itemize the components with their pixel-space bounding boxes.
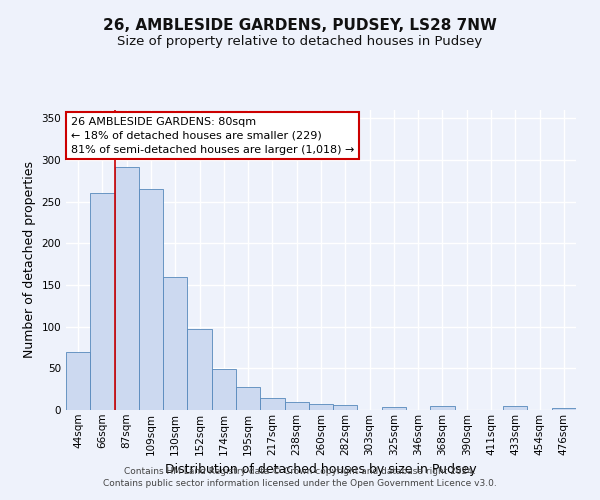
- Bar: [66, 352, 90, 410]
- Bar: [187, 329, 212, 410]
- Bar: [90, 194, 115, 410]
- Bar: [139, 189, 163, 410]
- Text: Size of property relative to detached houses in Pudsey: Size of property relative to detached ho…: [118, 35, 482, 48]
- Bar: [430, 406, 455, 410]
- Bar: [309, 404, 333, 410]
- Bar: [115, 166, 139, 410]
- Bar: [503, 406, 527, 410]
- Bar: [284, 402, 309, 410]
- Bar: [236, 386, 260, 410]
- Bar: [163, 276, 187, 410]
- X-axis label: Distribution of detached houses by size in Pudsey: Distribution of detached houses by size …: [165, 463, 477, 476]
- Bar: [382, 406, 406, 410]
- Bar: [552, 408, 576, 410]
- Y-axis label: Number of detached properties: Number of detached properties: [23, 162, 36, 358]
- Text: 26, AMBLESIDE GARDENS, PUDSEY, LS28 7NW: 26, AMBLESIDE GARDENS, PUDSEY, LS28 7NW: [103, 18, 497, 32]
- Text: Contains HM Land Registry data © Crown copyright and database right 2024.
Contai: Contains HM Land Registry data © Crown c…: [103, 466, 497, 487]
- Text: 26 AMBLESIDE GARDENS: 80sqm
← 18% of detached houses are smaller (229)
81% of se: 26 AMBLESIDE GARDENS: 80sqm ← 18% of det…: [71, 116, 354, 154]
- Bar: [260, 398, 284, 410]
- Bar: [333, 405, 358, 410]
- Bar: [212, 369, 236, 410]
